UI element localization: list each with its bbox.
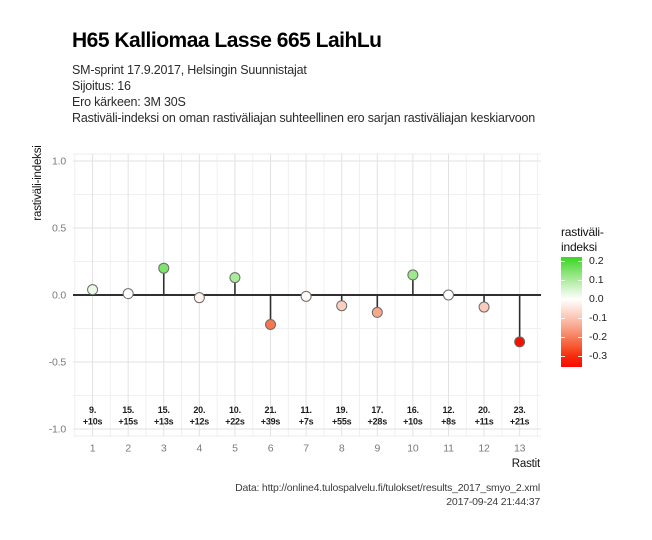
control-number-label: 9. — [89, 405, 96, 415]
x-tick-label: 9 — [374, 443, 380, 455]
y-tick-label: -1.0 — [49, 424, 67, 436]
chart-subtitle-placement: Sijoitus: 16 — [72, 79, 131, 93]
legend-tick-mark — [578, 280, 582, 281]
time-diff-label: +8s — [441, 417, 456, 427]
x-tick-label: 1 — [90, 443, 96, 455]
legend-tick-label: 0.2 — [589, 255, 604, 267]
legend-tick-label: -0.1 — [589, 312, 608, 324]
y-tick-label: -0.5 — [49, 357, 67, 369]
time-diff-label: +15s — [118, 417, 138, 427]
legend-title-line-2: indeksi — [561, 240, 597, 254]
lollipop-chart: 1.00.50.0-0.5-1.01 2 3 4 5 6 7 8 9 10 11 12 139.+10s… — [49, 153, 541, 455]
chart-footer: Data: http://online4.tulospalvelu.fi/tul… — [235, 481, 540, 509]
legend-tick-label: 0.0 — [589, 293, 604, 305]
x-tick-label: 7 — [303, 443, 309, 455]
chart-title: H65 Kalliomaa Lasse 665 LaihLu — [72, 29, 382, 52]
data-point-5 — [229, 272, 241, 284]
data-source-line: Data: http://online4.tulospalvelu.fi/tul… — [235, 482, 540, 494]
y-tick-label: 1.0 — [52, 156, 66, 168]
data-point-13 — [514, 336, 526, 348]
chart-subtitle-gap: Ero kärkeen: 3M 30S — [72, 95, 186, 109]
time-diff-label: +39s — [261, 417, 281, 427]
color-legend: rastiväli- indeksi 0.2 0.1 0.0 -0.1 -0.2 -0.3 — [556, 222, 652, 382]
control-number-label: 21. — [265, 405, 277, 415]
data-point-9 — [371, 306, 383, 318]
data-point-11 — [442, 289, 454, 301]
legend-gradient-bar — [561, 257, 582, 367]
y-tick-label: 0.0 — [52, 290, 66, 302]
control-number-label: 17. — [371, 405, 383, 415]
control-number-label: 12. — [443, 405, 455, 415]
control-number-label: 15. — [158, 405, 170, 415]
time-diff-label: +7s — [299, 417, 314, 427]
legend-tick-mark — [578, 318, 582, 319]
x-tick-label: 2 — [125, 443, 131, 455]
legend-tick-mark — [561, 280, 565, 281]
chart-subtitle-description: Rastiväli-indeksi on oman rastiväliajan … — [72, 111, 535, 125]
legend-tick-label: -0.2 — [589, 331, 608, 343]
x-tick-label: 6 — [268, 443, 274, 455]
data-point-10 — [407, 269, 419, 281]
x-tick-label: 11 — [443, 443, 454, 455]
control-number-label: 16. — [407, 405, 419, 415]
chart-subtitle-event: SM-sprint 17.9.2017, Helsingin Suunnista… — [72, 63, 307, 77]
data-point-12 — [478, 301, 490, 313]
control-number-label: 20. — [478, 405, 490, 415]
control-number-label: 11. — [300, 405, 311, 415]
data-point-1 — [87, 284, 99, 296]
data-point-3 — [158, 262, 170, 274]
legend-tick-label: -0.3 — [589, 350, 608, 362]
x-tick-label: 13 — [514, 443, 526, 455]
legend-tick-mark — [578, 356, 582, 357]
data-point-6 — [265, 318, 277, 330]
y-tick-label: 0.5 — [52, 223, 66, 235]
legend-tick-mark — [561, 318, 565, 319]
time-diff-label: +28s — [368, 417, 388, 427]
time-diff-label: +10s — [403, 417, 423, 427]
time-diff-label: +21s — [510, 417, 530, 427]
time-diff-label: +11s — [475, 417, 494, 427]
legend-title: rastiväli- indeksi — [561, 225, 604, 255]
x-tick-label: 5 — [232, 443, 238, 455]
data-point-8 — [336, 300, 348, 312]
control-number-label: 19. — [336, 405, 348, 415]
timestamp-line: 2017-09-24 21:44:37 — [446, 496, 540, 508]
x-axis-title: Rastit — [511, 458, 540, 470]
x-tick-label: 10 — [407, 443, 419, 455]
legend-tick-mark — [578, 261, 582, 262]
time-diff-label: +22s — [225, 417, 245, 427]
legend-tick-mark — [561, 337, 565, 338]
control-number-label: 15. — [122, 405, 134, 415]
chart-header: H65 Kalliomaa Lasse 665 LaihLu SM-sprint… — [72, 30, 632, 126]
legend-tick-label: 0.1 — [589, 274, 604, 286]
legend-title-line-1: rastiväli- — [561, 225, 604, 239]
x-tick-label: 12 — [478, 443, 490, 455]
time-diff-label: +12s — [190, 417, 210, 427]
x-tick-label: 4 — [197, 443, 203, 455]
legend-tick-mark — [561, 261, 565, 262]
data-point-7 — [300, 290, 312, 302]
control-number-label: 23. — [514, 405, 526, 415]
control-number-label: 10. — [229, 405, 241, 415]
control-number-label: 20. — [193, 405, 205, 415]
x-tick-label: 3 — [161, 443, 167, 455]
legend-tick-mark — [578, 299, 582, 300]
x-tick-label: 8 — [339, 443, 345, 455]
legend-tick-mark — [561, 299, 565, 300]
time-diff-label: +13s — [154, 417, 174, 427]
data-point-2 — [122, 288, 134, 300]
legend-tick-mark — [578, 337, 582, 338]
data-point-4 — [193, 292, 205, 304]
time-diff-label: +10s — [83, 417, 103, 427]
legend-tick-mark — [561, 356, 565, 357]
time-diff-label: +55s — [332, 417, 352, 427]
